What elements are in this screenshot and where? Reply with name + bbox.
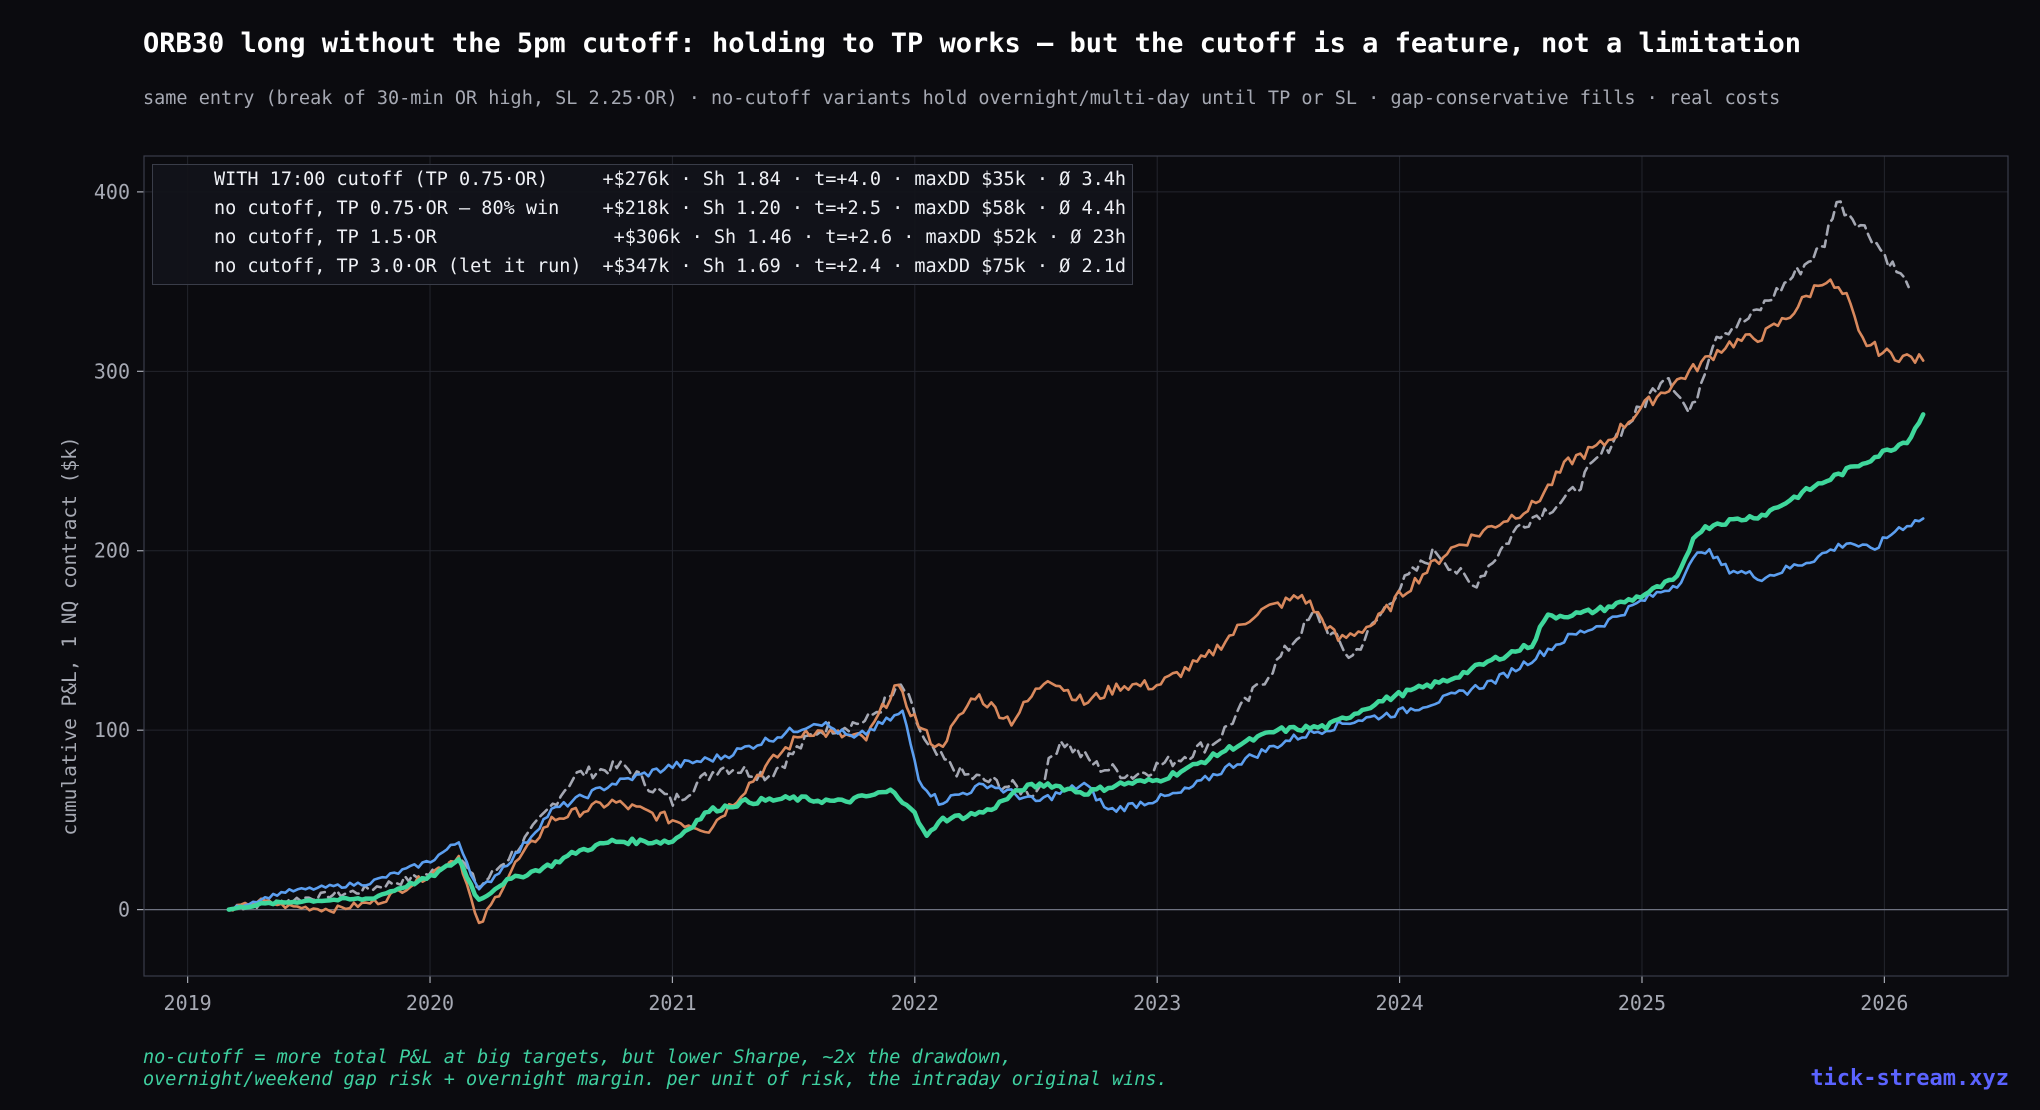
y-tick-label: 0 <box>118 898 130 922</box>
chart-title: ORB30 long without the 5pm cutoff: holdi… <box>143 28 1802 59</box>
x-tick-label: 2019 <box>164 991 212 1015</box>
legend-item: no cutoff, TP 1.5·OR +$306k · Sh 1.46 · … <box>153 225 1132 253</box>
brand-link[interactable]: tick-stream.xyz <box>1810 1066 2009 1091</box>
x-tick-label: 2024 <box>1376 991 1424 1015</box>
chart-legend: WITH 17:00 cutoff (TP 0.75·OR) +$276k · … <box>152 164 1133 285</box>
legend-stats: +$306k · Sh 1.46 · t=+2.6 · maxDD $52k ·… <box>613 227 1126 248</box>
x-tick-label: 2023 <box>1133 991 1181 1015</box>
legend-item: no cutoff, TP 3.0·OR (let it run) +$347k… <box>153 254 1132 282</box>
series-line <box>227 278 1925 925</box>
legend-item: no cutoff, TP 0.75·OR — 80% win +$218k ·… <box>153 196 1132 224</box>
legend-stats: +$347k · Sh 1.69 · t=+2.4 · maxDD $75k ·… <box>602 256 1126 277</box>
series-line <box>227 200 1910 912</box>
x-tick-label: 2021 <box>648 991 696 1015</box>
y-tick-label: 200 <box>94 539 130 563</box>
x-tick-label: 2022 <box>891 991 939 1015</box>
legend-stats: +$218k · Sh 1.20 · t=+2.5 · maxDD $58k ·… <box>602 198 1126 219</box>
series-line <box>227 517 1925 911</box>
legend-label: WITH 17:00 cutoff (TP 0.75·OR) <box>214 169 549 190</box>
series-line <box>226 412 1926 912</box>
y-tick-label: 100 <box>94 718 130 742</box>
x-tick-label: 2025 <box>1618 991 1666 1015</box>
legend-item: WITH 17:00 cutoff (TP 0.75·OR) +$276k · … <box>153 167 1132 195</box>
x-tick-label: 2026 <box>1860 991 1908 1015</box>
footer-note: no-cutoff = more total P&L at big target… <box>143 1047 1168 1090</box>
legend-label: no cutoff, TP 1.5·OR <box>214 227 437 248</box>
legend-label: no cutoff, TP 3.0·OR (let it run) <box>214 256 582 277</box>
y-tick-label: 300 <box>94 359 130 383</box>
axes: 2019 2020 2021 2022 2023 2024 2025 2026 0 100 200 3… <box>94 155 2009 1015</box>
y-axis-label: cumulative P&L, 1 NQ contract ($k) <box>58 436 81 835</box>
x-tick-label: 2020 <box>406 991 454 1015</box>
series-lines <box>226 200 1926 925</box>
y-tick-label: 400 <box>94 180 130 204</box>
chart-subtitle: same entry (break of 30-min OR high, SL … <box>143 88 1781 109</box>
legend-stats: +$276k · Sh 1.84 · t=+4.0 · maxDD $35k ·… <box>602 169 1126 190</box>
legend-label: no cutoff, TP 0.75·OR — 80% win <box>214 198 560 219</box>
plot-frame <box>143 155 2009 977</box>
